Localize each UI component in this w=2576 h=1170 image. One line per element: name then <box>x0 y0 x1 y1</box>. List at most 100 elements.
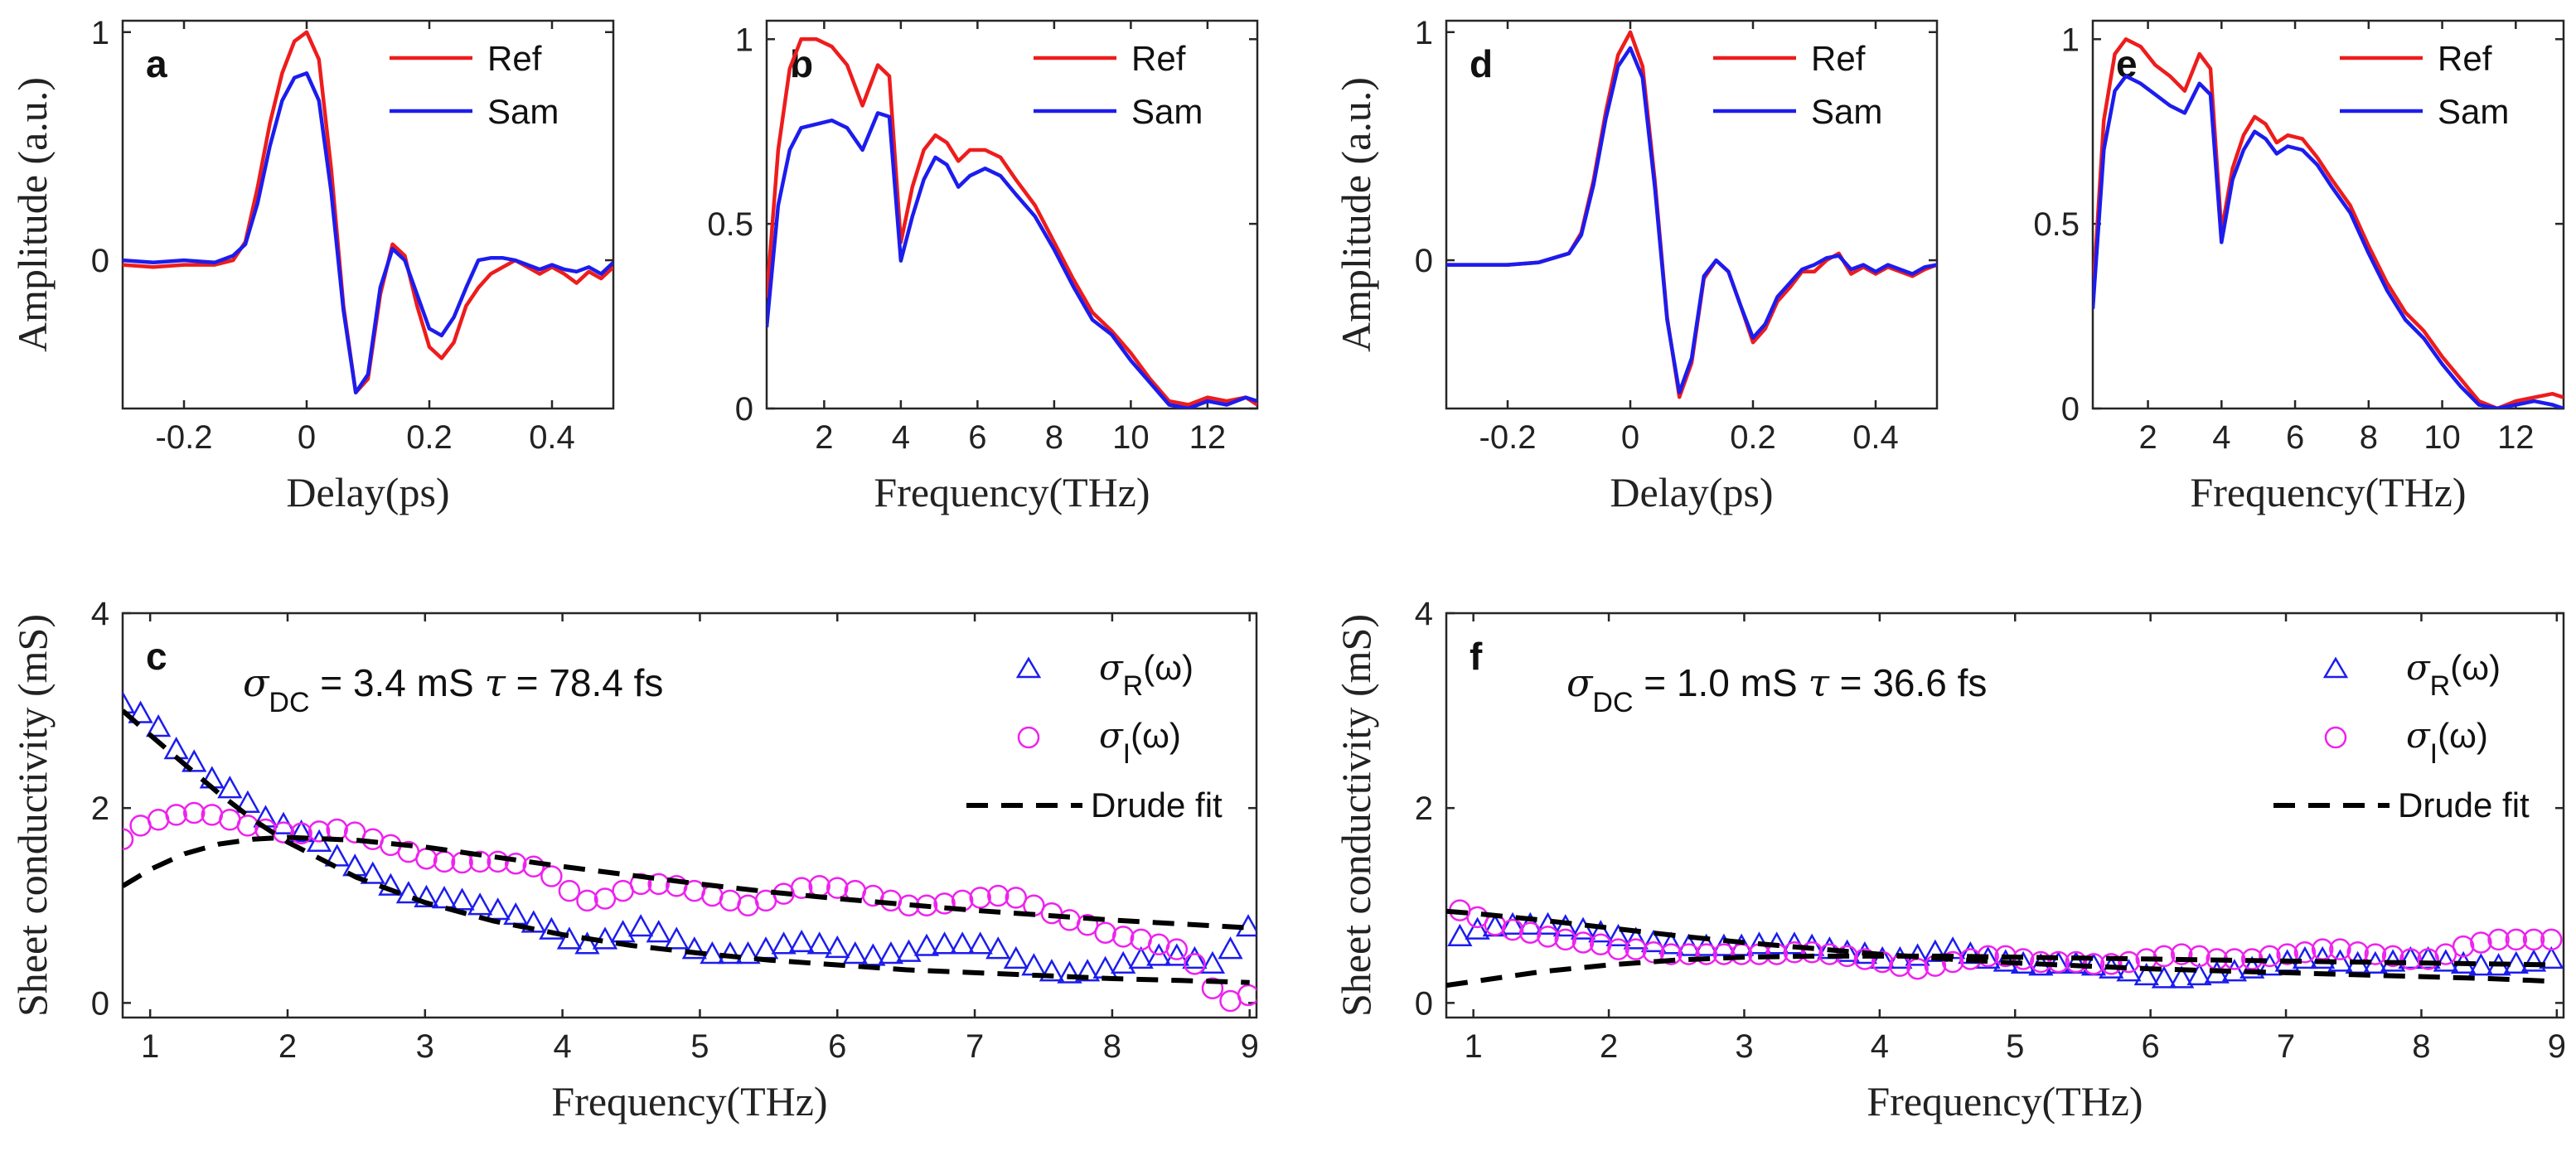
x-tick-label: 5 <box>2006 1028 2024 1065</box>
x-tick-label: 3 <box>416 1028 434 1065</box>
legend-marker-sigma-r <box>2322 656 2349 679</box>
y-tick-label: 1 <box>1415 15 1433 51</box>
sigma-i-point <box>1237 984 1257 1007</box>
sigma-r-point <box>860 943 886 966</box>
sigma-r-point <box>1199 950 1226 974</box>
sigma-r-point <box>806 931 832 955</box>
sigma-i-point <box>2540 928 2563 951</box>
sigma-r-point <box>2169 965 2195 989</box>
series-line-sam <box>2093 74 2564 409</box>
panel-letter: b <box>790 42 813 85</box>
x-tick-label: 10 <box>2423 419 2461 456</box>
y-tick-label: 1 <box>2061 22 2080 58</box>
y-tick-label: 0 <box>735 391 753 428</box>
axes-box <box>1445 612 2565 1019</box>
drude-params-annotation: σDC = 3.4 mS τ = 78.4 fs <box>243 660 663 718</box>
sigma-i-point <box>2470 931 2492 954</box>
legend-label-sam: Sam <box>2438 92 2509 131</box>
sigma-i-point <box>504 852 527 875</box>
sigma-i-point <box>2152 945 2176 968</box>
x-tick-label: 0 <box>298 419 316 456</box>
y-tick-label: 0.5 <box>2033 206 2080 243</box>
sigma-r-point <box>2292 945 2318 969</box>
sigma-r-point <box>449 887 475 911</box>
sigma-i-point <box>701 884 724 907</box>
sigma-r-point <box>1039 959 1065 982</box>
legend-label-sigma-r: σR(ω) <box>1099 647 1194 702</box>
x-tick-label: 0.4 <box>1852 419 1899 456</box>
sigma-r-point <box>521 910 546 933</box>
sigma-r-point <box>771 931 797 955</box>
drude-params-annotation: σDC = 1.0 mS τ = 36.6 fs <box>1566 660 1987 718</box>
plot-area <box>1446 30 1937 399</box>
sigma-r-point <box>2133 962 2159 986</box>
x-tick-label: 2 <box>1600 1028 1618 1065</box>
x-tick-label: 2 <box>2138 419 2157 456</box>
legend-marker-sigma-i <box>2324 726 2347 749</box>
drude-fit-line <box>1446 908 2557 984</box>
x-axis-label: Frequency(THz) <box>551 1078 827 1124</box>
panel-letter: f <box>1470 635 1483 678</box>
y-tick-label: 4 <box>1415 596 1433 632</box>
x-tick-label: 0.2 <box>1730 419 1776 456</box>
sigma-r-point <box>128 700 153 723</box>
x-tick-label: 4 <box>2212 419 2230 456</box>
x-tick-label: 2 <box>815 419 833 456</box>
sigma-i-point <box>1519 921 1542 944</box>
legend-marker-sigma-r <box>1015 656 1042 679</box>
sigma-r-point <box>467 892 493 916</box>
x-tick-label: 9 <box>1241 1028 1259 1065</box>
sigma-i-point <box>933 892 956 915</box>
x-tick-label: 8 <box>2360 419 2378 456</box>
x-tick-label: 6 <box>2286 419 2304 456</box>
sigma-i-point <box>969 887 991 909</box>
drude-fit-line <box>123 708 1250 985</box>
sigma-i-point <box>1076 914 1099 936</box>
y-axis-label: Amplitude (a.u.) <box>9 77 56 352</box>
sigma-r-point <box>1605 923 1631 947</box>
x-tick-label: 4 <box>892 419 910 456</box>
x-tick-label: 8 <box>1045 419 1063 456</box>
sigma-r-point <box>1588 920 1614 943</box>
legend-marker-sigma-i <box>1017 726 1040 749</box>
sigma-i-point <box>522 855 545 878</box>
sigma-i-point <box>123 828 134 851</box>
sigma-r-point <box>1111 950 1136 974</box>
sigma-i-point <box>1678 943 1700 965</box>
plot-area <box>767 37 1257 409</box>
sigma-r-point <box>288 819 314 843</box>
y-axis-label: Sheet conductivity (mS) <box>1333 614 1379 1017</box>
sigma-i-point <box>2276 943 2298 965</box>
sigma-i-point <box>1783 940 1806 964</box>
y-axis-label: Amplitude (a.u.) <box>1333 77 1379 352</box>
y-tick-label: 0 <box>91 985 109 1022</box>
sigma-i-point <box>576 889 598 912</box>
sigma-i-point <box>415 848 438 870</box>
sigma-r-point <box>1182 945 1208 969</box>
sigma-r-point <box>1074 959 1101 982</box>
sigma-r-point <box>1092 955 1118 979</box>
sigma-r-point <box>2186 962 2212 986</box>
y-tick-label: 0 <box>1415 243 1433 279</box>
sigma-r-point <box>1922 939 1948 962</box>
sigma-r-point <box>556 926 583 950</box>
sigma-i-point <box>1111 926 1135 948</box>
sigma-i-point <box>290 822 312 845</box>
sigma-i-point <box>1537 926 1559 948</box>
sigma-i-point <box>2505 928 2528 951</box>
sigma-i-point <box>2030 950 2052 974</box>
sigma-r-point <box>628 914 654 937</box>
series-line-sam <box>1446 46 1937 394</box>
sigma-i-point <box>1554 928 1577 951</box>
sigma-r-point <box>789 929 815 953</box>
x-axis-label: Frequency(THz) <box>874 469 1150 515</box>
y-tick-label: 4 <box>91 596 109 632</box>
y-tick-label: 0 <box>91 243 109 279</box>
x-axis-label: Delay(ps) <box>1610 469 1773 515</box>
sigma-i-point <box>182 801 206 824</box>
sigma-r-point <box>717 940 743 965</box>
sigma-i-point <box>540 865 563 887</box>
sigma-i-point <box>2487 928 2510 951</box>
sigma-i-point <box>1642 940 1665 964</box>
x-tick-label: 6 <box>968 419 986 456</box>
